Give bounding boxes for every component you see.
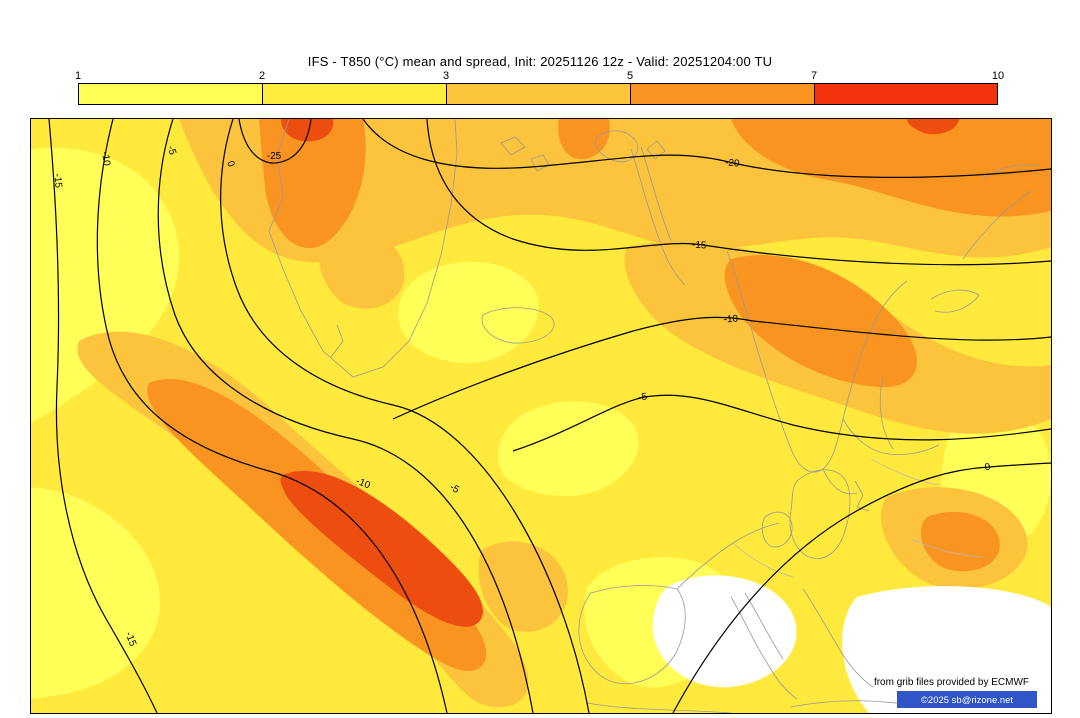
- contour-label: -10: [723, 314, 738, 326]
- contour-line-m25: [238, 119, 312, 164]
- contour-labels: -15 -10 -5 0 -25 -20 -15 -10 -5 -10 -5 0…: [51, 145, 991, 648]
- contour-label: 0: [984, 462, 992, 474]
- country-borders: [732, 458, 982, 578]
- coast-greenland: [268, 119, 458, 378]
- coast-svalbard: [595, 130, 639, 163]
- colorbar-tick: 5: [626, 70, 634, 82]
- contour-label: -15: [123, 630, 138, 648]
- coast-ireland: [761, 511, 793, 548]
- colorbar-segment: [630, 83, 815, 105]
- contour-label: -20: [724, 157, 740, 169]
- contour-label: 0: [224, 159, 236, 169]
- contour-line-m15-west: [48, 119, 158, 713]
- contour-line-0-west: [220, 119, 590, 713]
- colorbar-segment: [814, 83, 998, 105]
- contour-line-0-east: [672, 462, 1051, 713]
- colorbar-segment: [446, 83, 631, 105]
- coast-denmark: [854, 480, 870, 512]
- coast-iceland: [481, 307, 555, 344]
- colorbar-tick: 2: [258, 70, 266, 82]
- spread-layer-red: [280, 119, 959, 627]
- credit-ecmwf-text: from grib files provided by ECMWF: [874, 677, 1029, 688]
- weather-map: -15 -10 -5 0 -25 -20 -15 -10 -5 -10 -5 0…: [30, 118, 1052, 714]
- coast-italy: [730, 596, 798, 700]
- credit-banner-text: ©2025 sb@rizone.net: [921, 695, 1014, 706]
- colorbar: 1 2 3 5 7 10: [74, 70, 1004, 105]
- coast-balkans: [802, 588, 874, 688]
- spread-layer-orange: [147, 119, 1051, 671]
- colorbar-tick: 1: [74, 70, 82, 82]
- contour-label: -25: [267, 151, 282, 162]
- colorbar-tick: 7: [810, 70, 818, 82]
- spread-layer-white: [652, 575, 1051, 713]
- credits: from grib files provided by ECMWF ©2025 …: [874, 677, 1037, 708]
- contour-label: -5: [638, 391, 649, 403]
- contour-label: -15: [692, 240, 708, 252]
- colorbar-bar: [78, 83, 998, 105]
- map-canvas: -15 -10 -5 0 -25 -20 -15 -10 -5 -10 -5 0…: [31, 119, 1051, 713]
- coastlines: [268, 119, 1038, 713]
- colorbar-segment: [78, 83, 263, 105]
- coast-france: [676, 522, 780, 590]
- contour-line-m15-east: [426, 119, 1051, 266]
- contour-label: -10: [354, 476, 372, 492]
- contour-label: -10: [99, 151, 112, 167]
- coast-iberia: [578, 585, 686, 685]
- contour-line-m5-east: [512, 394, 1051, 452]
- contour-line-m10-east: [392, 316, 1051, 420]
- credit-banner: [897, 691, 1037, 708]
- contour-lines: [48, 119, 1051, 713]
- contour-line-m10-west: [96, 119, 448, 713]
- contour-label: -15: [51, 173, 63, 189]
- colorbar-tick: 3: [442, 70, 450, 82]
- coast-britain: [789, 469, 851, 559]
- contour-line-m5-west: [157, 119, 534, 713]
- contour-line-m20: [362, 119, 1051, 178]
- colorbar-segment: [262, 83, 447, 105]
- contour-label: -5: [165, 145, 178, 157]
- colorbar-ticks: 1 2 3 5 7 10: [74, 70, 1004, 83]
- colorbar-tick: 10: [991, 70, 1005, 82]
- page-title: IFS - T850 (°C) mean and spread, Init: 2…: [307, 54, 773, 69]
